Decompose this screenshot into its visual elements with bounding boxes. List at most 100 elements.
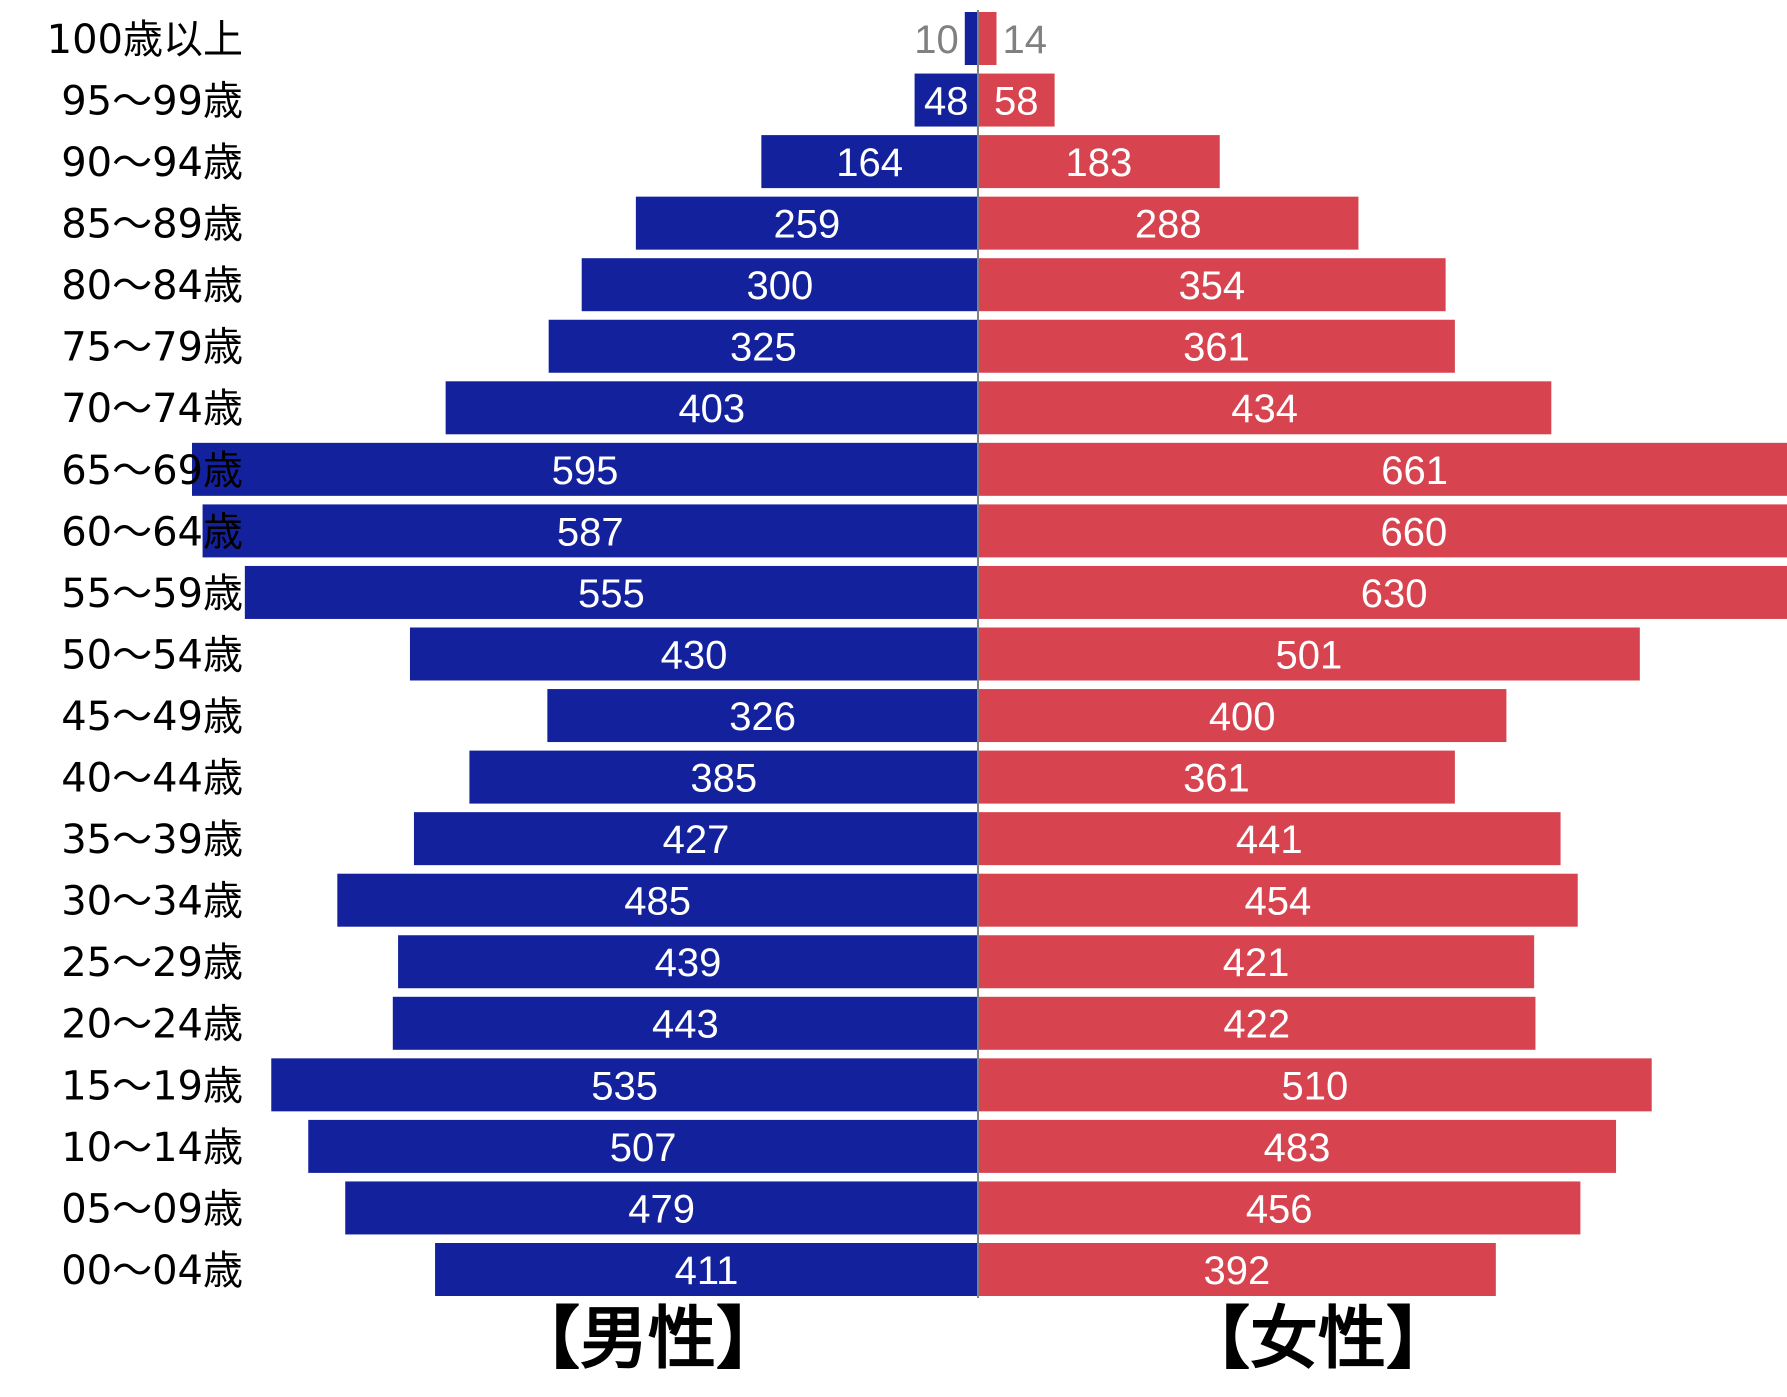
female-bar: [978, 319, 1455, 373]
male-bar: [964, 12, 978, 65]
female-value-label: 660: [1381, 510, 1448, 554]
age-category-label: 00～04歳: [61, 1248, 243, 1294]
age-category-label: 85～89歳: [61, 202, 243, 248]
female-value-label: 454: [1244, 880, 1311, 924]
female-bar: [978, 73, 1055, 127]
age-category-label: 45～49歳: [61, 694, 243, 740]
female-value-label: 422: [1223, 1003, 1290, 1047]
age-category-label: 30～34歳: [61, 879, 243, 925]
female-series-label: 【女性】: [1181, 1300, 1455, 1379]
female-bar: [978, 442, 1787, 496]
age-category-label: 40～44歳: [61, 756, 243, 802]
female-bar: [978, 504, 1787, 558]
male-value-label: 164: [836, 141, 903, 185]
female-value-label: 456: [1246, 1187, 1313, 1231]
male-value-label: 443: [652, 1003, 719, 1047]
female-bar: [978, 935, 1535, 989]
female-bar: [978, 996, 1536, 1050]
female-bar: [978, 12, 997, 65]
female-value-label: 434: [1231, 387, 1298, 431]
female-bar: [978, 381, 1552, 435]
age-category-label: 70～74歳: [61, 386, 243, 432]
male-series-label: 【男性】: [511, 1300, 785, 1379]
male-bar: [244, 565, 979, 619]
age-category-label: 55～59歳: [61, 571, 243, 617]
male-bar: [345, 1181, 979, 1235]
female-value-label: 483: [1264, 1126, 1331, 1170]
male-bar: [202, 504, 978, 558]
female-bar: [978, 135, 1220, 189]
male-bar: [635, 196, 978, 250]
age-category-label: 80～84歳: [61, 263, 243, 309]
male-bar: [192, 442, 978, 496]
age-category-label: 90～94歳: [61, 140, 243, 186]
female-bar: [978, 1119, 1617, 1173]
male-value-label: 439: [655, 941, 722, 985]
female-value-label: 288: [1135, 203, 1202, 247]
female-value-label: 630: [1361, 572, 1428, 616]
male-bar: [435, 1243, 979, 1296]
female-bar: [978, 1058, 1652, 1112]
male-value-label: 385: [690, 757, 757, 801]
female-value-label: 501: [1276, 633, 1343, 677]
male-value-label: 427: [663, 818, 730, 862]
age-category-label: 35～39歳: [61, 817, 243, 863]
age-category-label: 10～14歳: [61, 1125, 243, 1171]
female-value-label: 661: [1381, 449, 1448, 493]
female-value-label: 400: [1209, 695, 1276, 739]
male-value-label: 10: [914, 18, 959, 62]
male-value-label: 326: [729, 695, 796, 739]
age-category-label: 50～54歳: [61, 632, 243, 678]
female-value-label: 441: [1236, 818, 1303, 862]
male-bar: [548, 319, 978, 373]
female-value-label: 421: [1223, 941, 1290, 985]
female-bar: [978, 196, 1359, 250]
male-value-label: 48: [924, 79, 969, 123]
female-bar: [978, 258, 1446, 312]
female-value-label: 58: [994, 79, 1039, 123]
female-bar: [978, 750, 1455, 804]
age-category-label: 25～29歳: [61, 940, 243, 986]
female-bar: [978, 812, 1561, 866]
age-category-label: 95～99歳: [61, 78, 243, 124]
category-labels-layer: 100歳以上 95～99歳 90～94歳 85～89歳 80～84歳 75～79歳 70～7…: [47, 17, 243, 1294]
male-value-label: 430: [661, 633, 728, 677]
male-bar: [761, 135, 978, 189]
male-bar: [308, 1119, 978, 1173]
female-bar: [978, 1243, 1496, 1296]
female-value-label: 183: [1065, 141, 1132, 185]
male-value-label: 300: [746, 264, 813, 308]
male-value-label: 535: [591, 1064, 658, 1108]
male-value-label: 485: [624, 880, 691, 924]
male-value-label: 595: [552, 449, 619, 493]
male-bar: [413, 812, 979, 866]
male-bar: [392, 996, 978, 1050]
age-category-label: 100歳以上: [47, 17, 243, 63]
age-category-label: 05～09歳: [61, 1186, 243, 1232]
female-value-label: 361: [1183, 326, 1250, 370]
male-value-label: 259: [774, 203, 841, 247]
female-bar: [978, 689, 1507, 743]
female-value-label: 392: [1204, 1249, 1271, 1293]
male-value-label: 587: [557, 510, 624, 554]
male-bar: [469, 750, 978, 804]
female-value-label: 510: [1281, 1064, 1348, 1108]
male-bar: [547, 689, 978, 743]
bars-layer: [192, 12, 1787, 1296]
female-bar: [978, 873, 1578, 927]
female-value-label: 361: [1183, 757, 1250, 801]
male-value-label: 403: [678, 387, 745, 431]
male-value-label: 325: [730, 326, 797, 370]
female-bar: [978, 565, 1787, 619]
value-labels-layer: 10 14 48 58 164 183 259 288 300 354 325 361 403 434 59…: [552, 18, 1448, 1293]
male-bar: [271, 1058, 978, 1112]
age-category-label: 15～19歳: [61, 1063, 243, 1109]
female-value-label: 354: [1178, 264, 1245, 308]
female-bar: [978, 627, 1640, 681]
male-bar: [581, 258, 978, 312]
male-bar: [337, 873, 978, 927]
male-bar: [445, 381, 979, 435]
male-bar: [398, 935, 978, 989]
female-bar: [978, 1181, 1581, 1235]
